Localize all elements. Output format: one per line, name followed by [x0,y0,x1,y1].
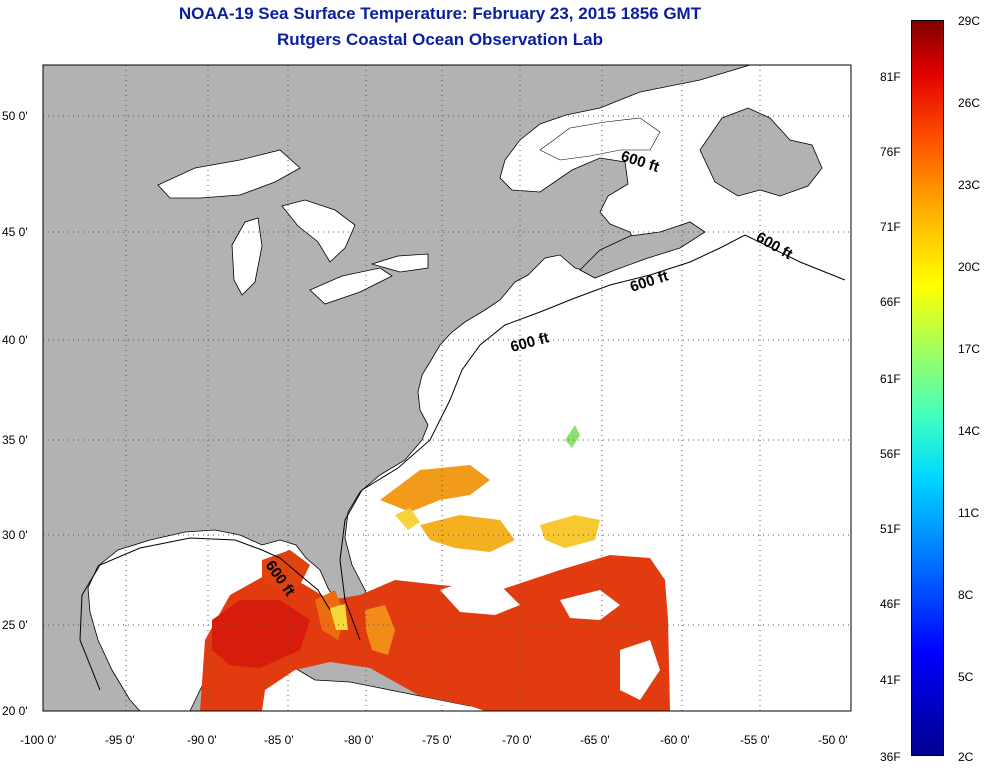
lat-tick: 30 0' [2,528,28,542]
lon-tick: -75 0' [422,733,452,747]
colorbar-fahrenheit-label: 71F [880,220,901,234]
temperature-colorbar [911,20,944,756]
lon-axis: -100 0' -95 0' -90 0' -85 0' -80 0' -75 … [20,733,848,747]
colorbar-fahrenheit-label: 66F [880,295,901,309]
lat-tick: 35 0' [2,433,28,447]
lat-axis: 50 0' 45 0' 40 0' 35 0' 30 0' 25 0' 20 0… [2,109,28,718]
lon-tick: -100 0' [20,733,56,747]
lon-tick: -55 0' [740,733,770,747]
colorbar-fahrenheit-label: 51F [880,522,901,536]
colorbar-fahrenheit-label: 76F [880,145,901,159]
colorbar-fahrenheit-label: 41F [880,673,901,687]
colorbar-celsius-label: 8C [958,588,974,602]
colorbar-fahrenheit-label: 36F [880,750,901,764]
colorbar-celsius-label: 23C [958,178,981,192]
colorbar-fahrenheit-label: 61F [880,372,901,386]
colorbar-celsius-label: 20C [958,260,981,274]
land-north-america [43,65,751,711]
lat-tick: 20 0' [2,704,28,718]
lon-tick: -80 0' [344,733,374,747]
lat-tick: 40 0' [2,333,28,347]
map-frame [42,64,852,712]
lat-tick: 45 0' [2,225,28,239]
sst-swath [200,425,670,711]
lat-tick: 25 0' [2,618,28,632]
gulf-st-lawrence [539,117,661,161]
lon-tick: -50 0' [818,733,848,747]
lon-tick: -90 0' [187,733,217,747]
contour-600ft [79,234,846,691]
colorbar-fahrenheit-label: 56F [880,447,901,461]
map-title: NOAA-19 Sea Surface Temperature: Februar… [178,4,702,23]
map-subtitle: Rutgers Coastal Ocean Observation Lab [277,30,603,49]
land-nova-scotia [579,221,706,279]
lon-tick: -60 0' [660,733,690,747]
colorbar-celsius-label: 26C [958,96,981,110]
colorbar-celsius-label: 17C [958,342,981,356]
lon-tick: -85 0' [264,733,294,747]
colorbar-fahrenheit-label: 81F [880,70,901,84]
lon-tick: -70 0' [502,733,532,747]
colorbar-celsius-label: 29C [958,14,981,28]
lon-tick: -65 0' [580,733,610,747]
lat-tick: 50 0' [2,109,28,123]
colorbar-celsius-label: 14C [958,424,981,438]
land-newfoundland [699,107,823,197]
great-lakes [157,149,429,305]
colorbar-celsius-label: 2C [958,750,974,764]
colorbar-celsius-label: 5C [958,670,974,684]
colorbar-fahrenheit-label: 46F [880,597,901,611]
colorbar-celsius-label: 11C [958,506,980,520]
lon-tick: -95 0' [105,733,135,747]
